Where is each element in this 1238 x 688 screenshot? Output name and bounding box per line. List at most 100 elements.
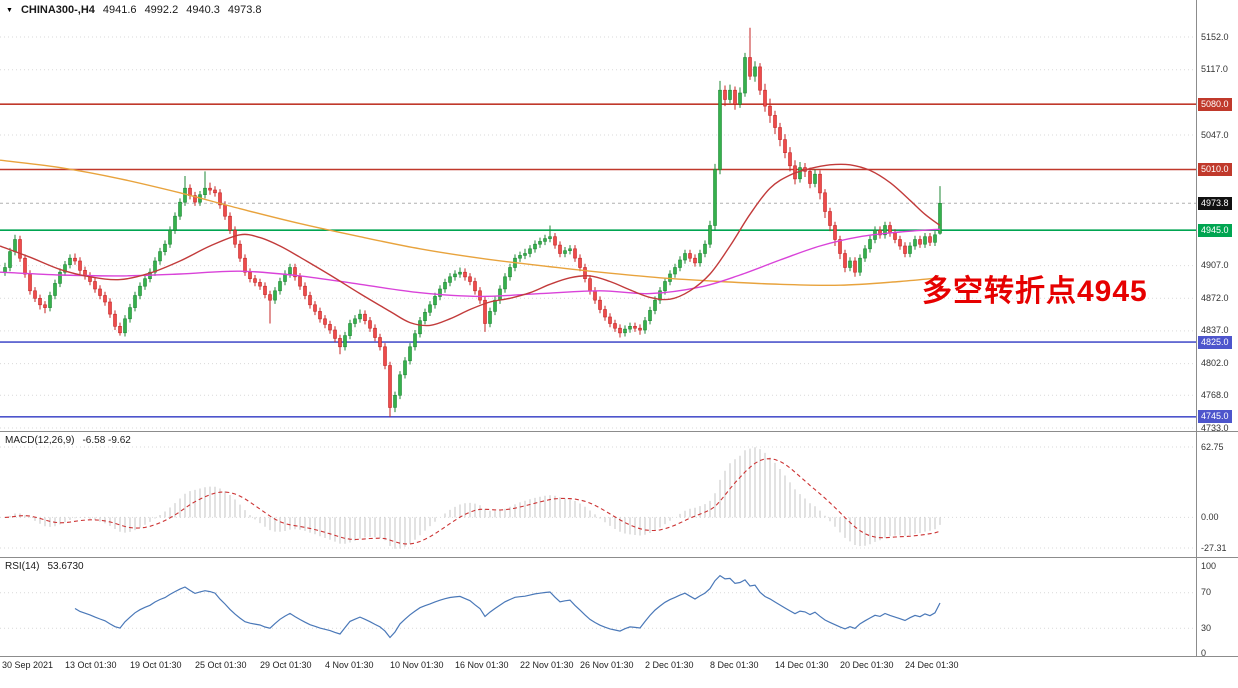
candle bbox=[503, 273, 507, 293]
macd-axis-label: 62.75 bbox=[1201, 441, 1224, 452]
candle bbox=[563, 247, 567, 258]
candle bbox=[598, 296, 602, 314]
candle bbox=[698, 249, 702, 267]
candle bbox=[383, 343, 387, 370]
candle bbox=[428, 301, 432, 316]
candle bbox=[778, 122, 782, 147]
candle bbox=[823, 189, 827, 218]
candle-body bbox=[203, 187, 207, 195]
candle bbox=[848, 257, 852, 272]
candle-body bbox=[68, 257, 72, 266]
candle-body bbox=[248, 271, 252, 280]
price-chart[interactable] bbox=[0, 0, 1196, 431]
candle bbox=[418, 317, 422, 338]
candle-body bbox=[253, 278, 257, 283]
candle-body bbox=[938, 203, 942, 234]
candle-body bbox=[453, 273, 457, 278]
symbol-dropdown-icon[interactable]: ▼ bbox=[6, 6, 13, 14]
candle bbox=[3, 262, 7, 276]
macd-signal-line[interactable] bbox=[4, 458, 941, 545]
candle bbox=[788, 147, 792, 172]
candle-body bbox=[153, 260, 157, 273]
candle bbox=[263, 282, 267, 299]
candle-body bbox=[458, 271, 462, 275]
time-axis-label: 22 Nov 01:30 bbox=[520, 660, 574, 670]
candle bbox=[853, 257, 857, 277]
candle bbox=[38, 294, 42, 310]
candle bbox=[88, 272, 92, 286]
medium-ma-line[interactable] bbox=[0, 228, 941, 298]
candle-body bbox=[258, 282, 262, 287]
candle bbox=[378, 333, 382, 351]
candle-body bbox=[273, 290, 277, 301]
rsi-line[interactable] bbox=[74, 574, 941, 639]
candle-body bbox=[933, 234, 937, 243]
candle-body bbox=[498, 288, 502, 301]
candle bbox=[238, 240, 242, 262]
candle bbox=[738, 87, 742, 108]
candle-body bbox=[243, 257, 247, 273]
candle bbox=[278, 277, 282, 295]
candle-body bbox=[603, 309, 607, 318]
candle-body bbox=[893, 232, 897, 240]
candle-body bbox=[13, 239, 17, 252]
candle bbox=[478, 287, 482, 304]
candle-body bbox=[98, 288, 102, 296]
candle-body bbox=[518, 255, 522, 259]
candle-body bbox=[503, 276, 507, 290]
macd-chart[interactable] bbox=[0, 433, 1196, 557]
price-axis-label: 4733.0 bbox=[1201, 422, 1229, 433]
bar-high-value: 4992.2 bbox=[144, 4, 179, 16]
candle bbox=[648, 306, 652, 325]
candle bbox=[453, 270, 457, 281]
annotation-text[interactable]: 多空转折点4945 bbox=[922, 275, 1148, 308]
candle bbox=[523, 248, 527, 260]
candle bbox=[208, 182, 212, 195]
candle-body bbox=[193, 195, 197, 203]
symbol-header: ▼ CHINA300-,H4 4941.6 4992.2 4940.3 4973… bbox=[6, 4, 262, 16]
slow-ma-line[interactable] bbox=[0, 159, 941, 287]
candle-body bbox=[473, 281, 477, 292]
candle bbox=[888, 221, 892, 237]
candle bbox=[883, 221, 887, 239]
candle-body bbox=[543, 238, 547, 242]
panel-divider[interactable] bbox=[0, 656, 1238, 657]
bar-close-value: 4973.8 bbox=[227, 4, 262, 16]
candle-body bbox=[138, 285, 142, 296]
panel-divider[interactable] bbox=[0, 557, 1238, 558]
candle bbox=[628, 322, 632, 333]
candle-body bbox=[33, 290, 37, 299]
candle-body bbox=[48, 295, 52, 308]
fast-ma-line[interactable] bbox=[0, 163, 941, 327]
candle bbox=[538, 237, 542, 248]
time-axis-label: 26 Nov 01:30 bbox=[580, 660, 634, 670]
candle bbox=[113, 310, 117, 330]
candle bbox=[743, 52, 747, 97]
candle bbox=[48, 291, 52, 312]
price-axis[interactable]: 5152.0 5117.0 5080.0 5047.0 5010.0 4973.8 4945… bbox=[1197, 0, 1238, 688]
time-axis-label: 29 Oct 01:30 bbox=[260, 660, 312, 670]
candle bbox=[103, 291, 107, 306]
candle-body bbox=[848, 260, 852, 268]
candle bbox=[123, 315, 127, 337]
price-axis-label: 4907.0 bbox=[1201, 260, 1229, 271]
candle bbox=[318, 307, 322, 323]
candle bbox=[578, 254, 582, 272]
candle bbox=[153, 257, 157, 276]
macd-axis-label: 0.00 bbox=[1201, 511, 1219, 522]
candle-body bbox=[218, 192, 222, 206]
price-axis-label: 4825.0 bbox=[1198, 335, 1232, 349]
time-axis[interactable]: 30 Sep 2021 13 Oct 01:30 19 Oct 01:30 25 Oc… bbox=[0, 660, 1196, 676]
candle bbox=[528, 245, 532, 258]
panel-divider[interactable] bbox=[0, 431, 1238, 432]
candle-body bbox=[233, 229, 237, 245]
rsi-chart[interactable] bbox=[0, 559, 1196, 656]
candle bbox=[338, 334, 342, 355]
candle bbox=[358, 309, 362, 323]
candle bbox=[283, 270, 287, 286]
candle bbox=[723, 85, 727, 107]
candle-body bbox=[313, 304, 317, 312]
candle-body bbox=[538, 241, 542, 245]
candle-body bbox=[888, 225, 892, 234]
time-axis-label: 16 Nov 01:30 bbox=[455, 660, 509, 670]
